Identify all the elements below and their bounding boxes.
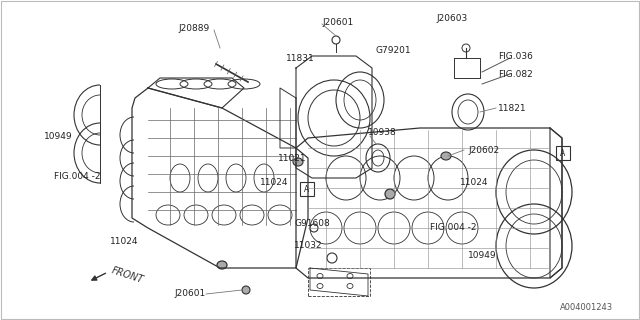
Text: A: A [305, 185, 310, 194]
Text: 11024: 11024 [110, 237, 138, 246]
Ellipse shape [385, 189, 395, 199]
Text: G79201: G79201 [375, 45, 411, 54]
Text: FIG.082: FIG.082 [498, 69, 532, 78]
Text: FIG.036: FIG.036 [498, 52, 533, 60]
Ellipse shape [217, 261, 227, 269]
Text: 10949: 10949 [468, 252, 497, 260]
Text: FIG.004 -2: FIG.004 -2 [54, 172, 100, 180]
Text: 11821: 11821 [498, 103, 527, 113]
Text: 11021: 11021 [278, 154, 307, 163]
Text: FIG.004 -2: FIG.004 -2 [430, 223, 477, 233]
Text: J20889: J20889 [178, 23, 209, 33]
Text: J20603: J20603 [436, 13, 467, 22]
Text: J20601: J20601 [322, 18, 353, 27]
Text: A004001243: A004001243 [560, 303, 613, 313]
Text: 10938: 10938 [368, 127, 397, 137]
Ellipse shape [293, 158, 303, 166]
Text: FRONT: FRONT [110, 265, 145, 285]
Text: 11024: 11024 [260, 178, 289, 187]
Text: G91608: G91608 [294, 220, 330, 228]
Bar [556, 146, 570, 160]
Ellipse shape [242, 286, 250, 294]
Text: 11831: 11831 [286, 53, 315, 62]
Bar [308, 268, 370, 296]
Bar [300, 182, 314, 196]
Ellipse shape [441, 152, 451, 160]
Text: 11024: 11024 [460, 178, 488, 187]
Text: J20602: J20602 [468, 146, 499, 155]
Text: A: A [561, 148, 566, 157]
Text: 10949: 10949 [44, 132, 72, 140]
Text: 11032: 11032 [294, 242, 323, 251]
Text: J20601: J20601 [174, 290, 205, 299]
